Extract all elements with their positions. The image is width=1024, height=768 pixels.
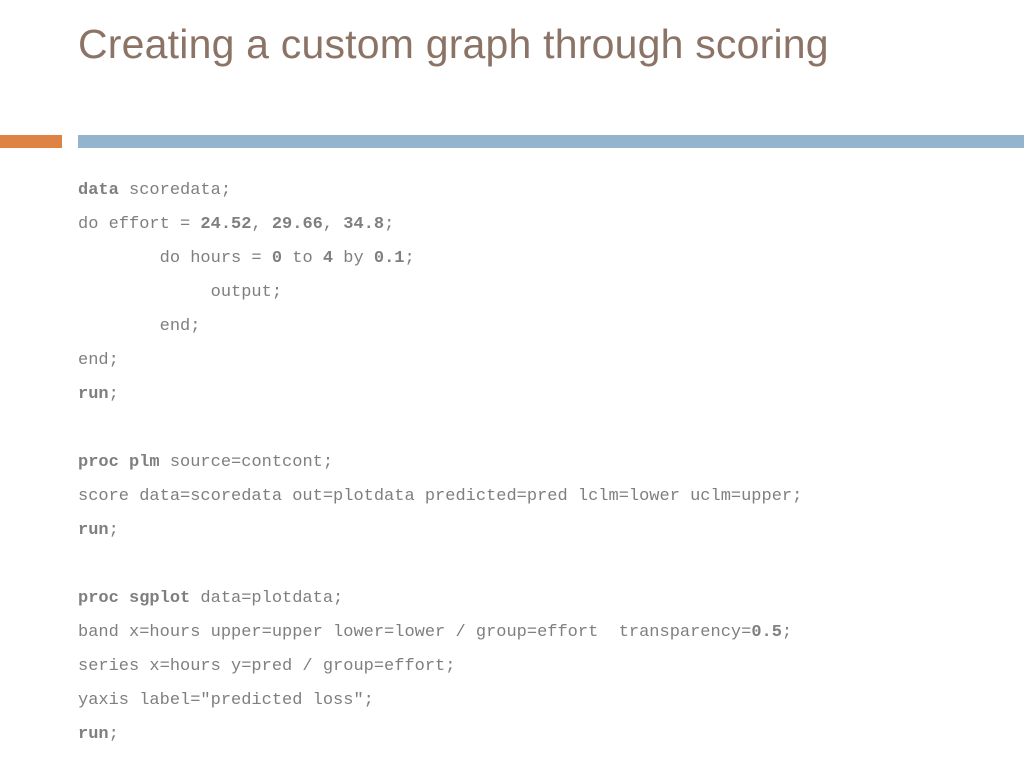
code-line bbox=[78, 412, 802, 446]
code-block: data scoredata;do effort = 24.52, 29.66,… bbox=[78, 174, 802, 752]
code-line: do effort = 24.52, 29.66, 34.8; bbox=[78, 208, 802, 242]
code-line: series x=hours y=pred / group=effort; bbox=[78, 650, 802, 684]
code-line: yaxis label="predicted loss"; bbox=[78, 684, 802, 718]
code-line: run; bbox=[78, 718, 802, 752]
divider-orange bbox=[0, 135, 62, 148]
slide-title: Creating a custom graph through scoring bbox=[78, 18, 829, 70]
divider-blue bbox=[78, 135, 1024, 148]
slide: Creating a custom graph through scoring … bbox=[0, 0, 1024, 768]
code-line: proc plm source=contcont; bbox=[78, 446, 802, 480]
code-line: run; bbox=[78, 514, 802, 548]
code-line: data scoredata; bbox=[78, 174, 802, 208]
code-line: score data=scoredata out=plotdata predic… bbox=[78, 480, 802, 514]
code-line: run; bbox=[78, 378, 802, 412]
divider-bar bbox=[0, 135, 1024, 148]
code-line: do hours = 0 to 4 by 0.1; bbox=[78, 242, 802, 276]
code-line: end; bbox=[78, 344, 802, 378]
code-line: end; bbox=[78, 310, 802, 344]
code-line: output; bbox=[78, 276, 802, 310]
code-line bbox=[78, 548, 802, 582]
code-line: band x=hours upper=upper lower=lower / g… bbox=[78, 616, 802, 650]
code-line: proc sgplot data=plotdata; bbox=[78, 582, 802, 616]
